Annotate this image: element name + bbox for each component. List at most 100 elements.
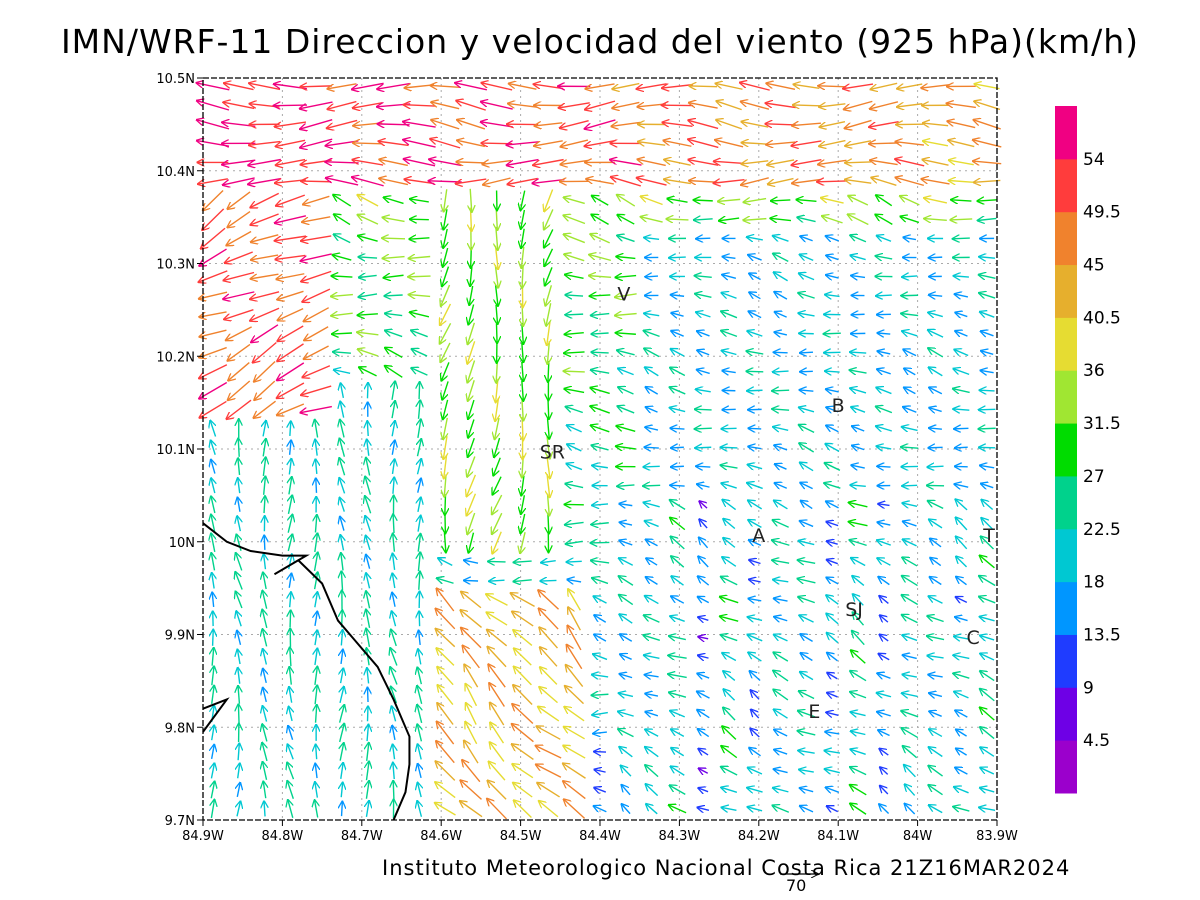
wind-vector [876, 407, 893, 414]
wind-vector [697, 691, 710, 699]
wind-vector [644, 348, 660, 358]
wind-vector [644, 313, 660, 315]
wind-vector [697, 331, 710, 336]
wind-vector [211, 800, 214, 819]
wind-vector [325, 162, 359, 163]
wind-vector [409, 256, 431, 258]
colorbar-swatch [1055, 370, 1077, 424]
wind-vector [564, 727, 585, 740]
wind-vector [978, 428, 996, 429]
wind-vector [617, 215, 635, 225]
wind-vector [796, 200, 817, 202]
wind-vector [799, 407, 815, 411]
wind-vector [513, 685, 533, 706]
wind-vector [799, 541, 815, 545]
wind-vector [902, 557, 918, 567]
wind-vector [644, 502, 660, 506]
wind-vector [924, 219, 947, 221]
wind-vector [460, 780, 482, 800]
wind-vector [226, 399, 252, 419]
wind-vector [975, 84, 1000, 90]
wind-vector [929, 805, 943, 814]
wind-vector [826, 236, 840, 241]
wind-vector [722, 726, 737, 740]
wind-vector [199, 248, 227, 266]
wind-vector [290, 440, 291, 455]
wind-vector [826, 275, 839, 278]
wind-vector [900, 196, 920, 206]
wind-vector [512, 764, 534, 779]
wind-vector [392, 706, 396, 722]
wind-vector [766, 142, 796, 145]
wind-vector [536, 764, 562, 778]
colorbar-label: 49.5 [1083, 203, 1121, 223]
wind-vector [773, 690, 789, 701]
wind-vector [929, 295, 943, 296]
wind-vector [819, 104, 846, 107]
wind-vector [644, 447, 659, 448]
wind-vector [689, 181, 718, 183]
wind-vector [251, 234, 279, 242]
wind-vector [826, 522, 839, 526]
wind-vector [973, 120, 1001, 130]
wind-vector [928, 330, 944, 338]
wind-vector [563, 746, 586, 759]
wind-vector [417, 686, 422, 704]
wind-vector [879, 596, 889, 604]
wind-vector [947, 121, 976, 129]
wind-vector [263, 421, 266, 437]
wind-vector [974, 101, 1001, 111]
wind-vector [869, 121, 899, 127]
wind-vector [289, 687, 292, 703]
wind-vector [749, 560, 761, 564]
wind-vector [929, 693, 943, 696]
wind-vector [341, 763, 343, 779]
lon-tick-label: 84.7W [341, 829, 383, 844]
wind-vector [566, 665, 584, 688]
wind-vector [723, 689, 736, 701]
colorbar-swatch [1055, 264, 1077, 318]
wind-vector [390, 648, 398, 666]
wind-vector [227, 191, 251, 209]
wind-vector [644, 238, 660, 240]
wind-vector [358, 314, 378, 315]
wind-vector [949, 181, 974, 183]
wind-vector [852, 446, 865, 450]
wind-vector [621, 766, 632, 777]
wind-vector [492, 531, 502, 554]
wind-vector [302, 288, 331, 302]
wind-vector [197, 83, 230, 91]
wind-vector [825, 732, 840, 734]
wind-vector [722, 371, 736, 373]
wind-vector [492, 512, 503, 534]
wind-vector [223, 271, 255, 281]
wind-vector [304, 326, 329, 341]
wind-vector [800, 806, 814, 813]
wind-vector [698, 556, 709, 568]
wind-vector [956, 556, 968, 568]
wind-vector [721, 331, 738, 338]
wind-vector [799, 273, 815, 281]
wind-vector [277, 343, 304, 361]
wind-vector [564, 197, 585, 205]
wind-vector [277, 290, 304, 299]
wind-vector [954, 350, 969, 357]
wind-vector [826, 595, 839, 605]
wind-vector [367, 383, 368, 399]
wind-vector [980, 617, 995, 621]
wind-vector [773, 427, 789, 430]
wind-vector [721, 311, 738, 319]
wind-vector [698, 617, 709, 620]
wind-vector [721, 483, 737, 488]
wind-vector [981, 331, 994, 336]
wind-vector [876, 195, 893, 207]
wind-vector [902, 427, 918, 431]
wind-vector [671, 556, 685, 568]
wind-vector [585, 83, 615, 89]
wind-vector [954, 787, 969, 794]
wind-vector [275, 180, 306, 183]
wind-vector [929, 729, 943, 738]
wind-vector [799, 615, 814, 623]
wind-vector [250, 213, 279, 225]
wind-vector [486, 594, 508, 606]
